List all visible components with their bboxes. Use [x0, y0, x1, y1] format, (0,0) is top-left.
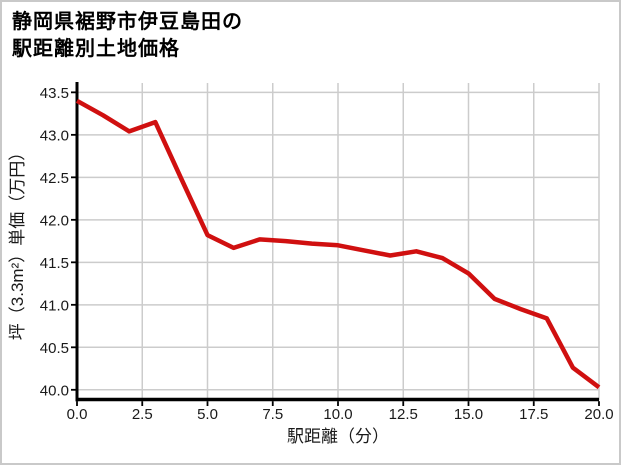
chart-title-line1: 静岡県裾野市伊豆島田の [12, 11, 243, 33]
y-tick-label: 40.5 [40, 340, 69, 357]
x-tick-label: 2.5 [132, 406, 153, 423]
x-tick-label: 5.0 [197, 406, 218, 423]
y-tick-label: 42.5 [40, 170, 69, 187]
y-tick-label: 41.0 [40, 297, 69, 314]
x-tick-label: 10.0 [323, 406, 352, 423]
x-tick-label: 20.0 [584, 406, 613, 423]
y-tick-label: 41.5 [40, 255, 69, 272]
chart-title-line2: 駅距離別土地価格 [12, 38, 180, 60]
x-axis-title: 駅距離（分） [287, 427, 389, 446]
y-tick-label: 43.0 [40, 127, 69, 144]
axis-ticks [71, 91, 600, 406]
x-tick-label: 0.0 [67, 406, 88, 423]
gridlines [76, 83, 600, 400]
tick-labels: 0.0 2.5 5.0 7.5 10.0 12.5 15.0 17.5 20.0 40.0 40.5… [40, 85, 614, 423]
x-tick-label: 15.0 [454, 406, 483, 423]
x-tick-label: 12.5 [389, 406, 418, 423]
price-line-series [75, 98, 601, 390]
chart-title: 静岡県裾野市伊豆島田の 駅距離別土地価格 [12, 9, 243, 63]
y-axis-title: 坪（3.3m²）単価（万円） [8, 144, 27, 340]
y-tick-label: 42.0 [40, 212, 69, 229]
y-tick-label: 40.0 [40, 382, 69, 399]
y-tick-label: 43.5 [40, 85, 69, 102]
x-tick-label: 7.5 [262, 406, 283, 423]
x-tick-label: 17.5 [519, 406, 548, 423]
